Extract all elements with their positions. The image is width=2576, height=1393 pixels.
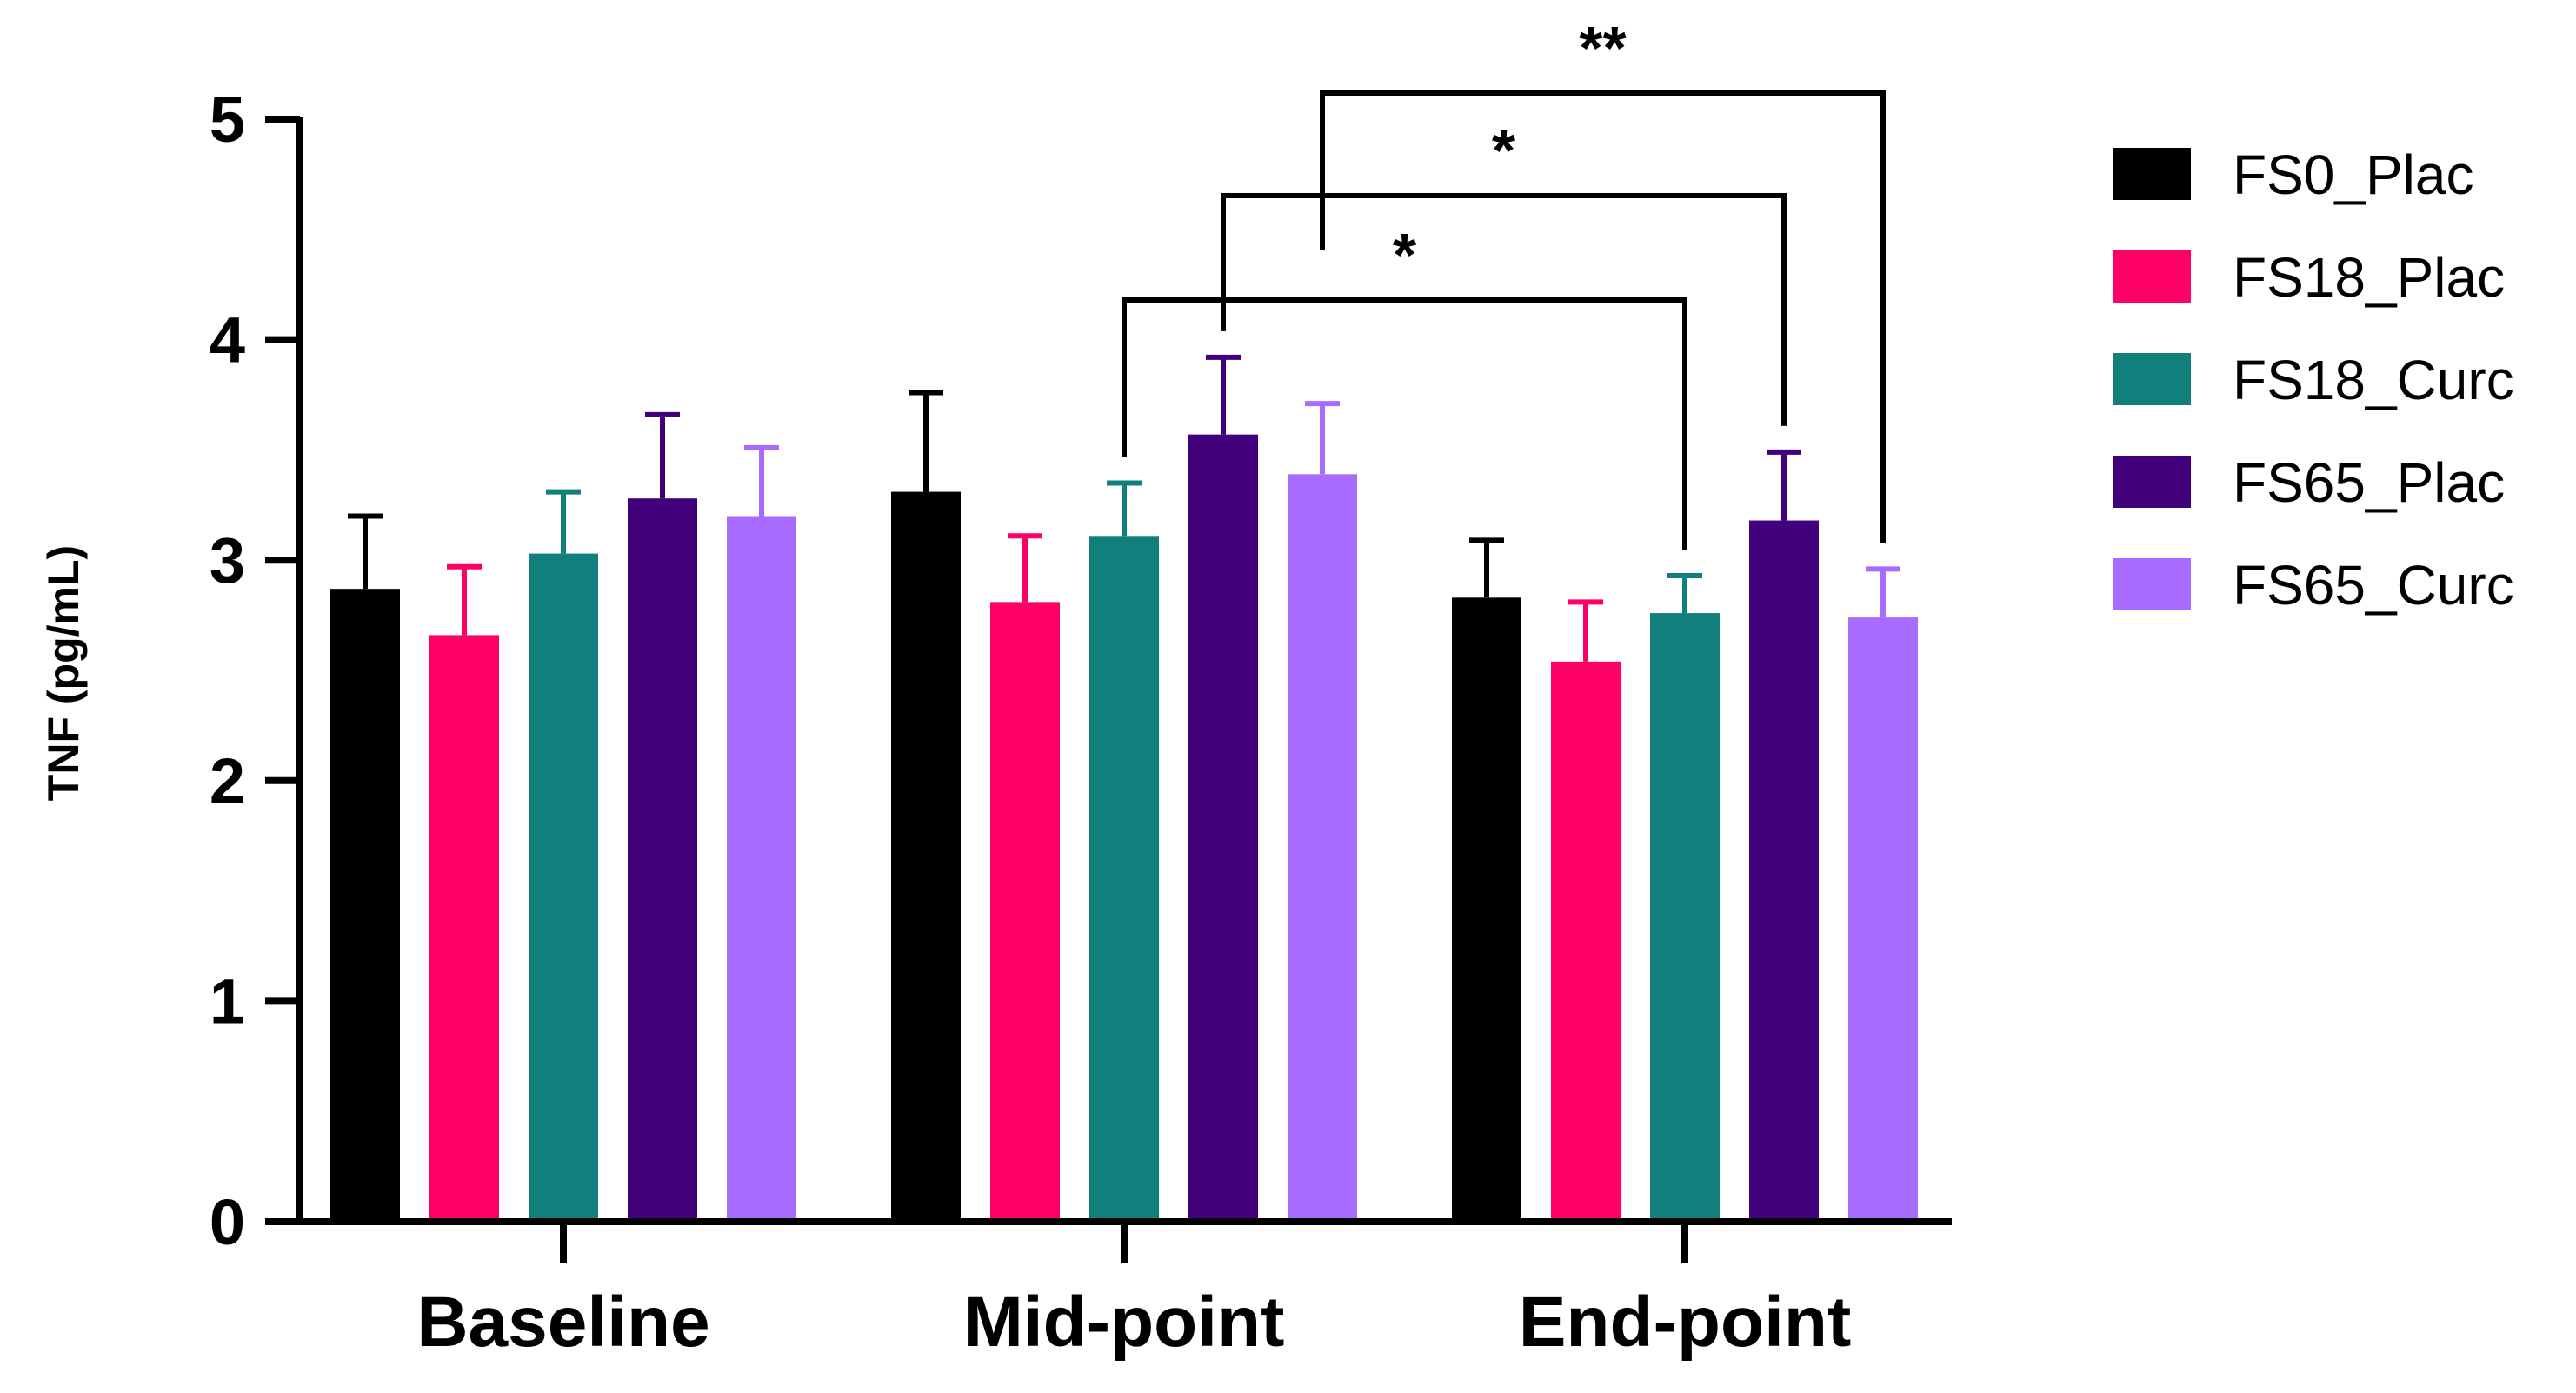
- bar-fs65-curc-mid-point: [1288, 474, 1357, 1222]
- legend-swatch-fs65-plac: [2113, 456, 2191, 508]
- bar-fs0-plac-end-point: [1452, 597, 1521, 1222]
- bar-fs18-plac-mid-point: [990, 602, 1060, 1222]
- bar-fs65-plac-mid-point: [1188, 434, 1258, 1222]
- legend-swatch-fs0-plac: [2113, 148, 2191, 200]
- legend-swatch-fs18-plac: [2113, 250, 2191, 303]
- bar-fs65-curc-end-point: [1848, 617, 1918, 1222]
- x-tick-label-baseline: Baseline: [416, 1283, 709, 1362]
- y-tick-label-3: 3: [210, 524, 245, 597]
- bar-fs65-plac-baseline: [628, 498, 697, 1222]
- error-bars-layer: [348, 354, 1900, 662]
- significance-layer: ****: [1122, 14, 1886, 550]
- bar-fs18-curc-baseline: [529, 553, 598, 1222]
- bar-fs65-curc-baseline: [727, 516, 796, 1222]
- bar-fs0-plac-baseline: [330, 589, 400, 1222]
- y-tick-label-5: 5: [210, 83, 245, 156]
- significance-label-1: *: [1393, 221, 1417, 289]
- y-tick-label-1: 1: [210, 965, 245, 1037]
- bar-fs18-curc-mid-point: [1089, 536, 1159, 1222]
- legend-label-fs65-curc: FS65_Curc: [2233, 554, 2514, 617]
- legend-swatch-fs18-curc: [2113, 353, 2191, 405]
- significance-bracket-3: [1320, 90, 1886, 543]
- legend-label-fs18-plac: FS18_Plac: [2233, 246, 2505, 309]
- significance-bracket-1: [1122, 297, 1687, 550]
- legend-label-fs18-curc: FS18_Curc: [2233, 349, 2514, 411]
- y-tick-label-2: 2: [210, 745, 245, 817]
- bar-fs18-curc-end-point: [1650, 613, 1720, 1222]
- legend: FS0_Plac FS18_Plac FS18_Curc FS65_Plac FS65_…: [2113, 143, 2514, 617]
- bars-layer: [330, 434, 1918, 1222]
- legend-label-fs65-plac: FS65_Plac: [2233, 451, 2505, 514]
- x-tick-label-end-point: End-point: [1519, 1283, 1852, 1362]
- legend-swatch-fs65-curc: [2113, 558, 2191, 610]
- legend-label-fs0-plac: FS0_Plac: [2233, 143, 2473, 206]
- significance-label-2: *: [1492, 117, 1516, 184]
- bar-fs18-plac-baseline: [429, 635, 499, 1222]
- significance-label-3: **: [1579, 14, 1627, 82]
- bar-fs65-plac-end-point: [1749, 520, 1819, 1222]
- y-axis-title: TNF (pg/mL): [39, 545, 88, 801]
- significance-bracket-2: [1221, 193, 1787, 426]
- y-tick-label-0: 0: [210, 1186, 245, 1258]
- y-tick-label-4: 4: [210, 304, 245, 377]
- x-tick-label-mid-point: Mid-point: [964, 1283, 1285, 1362]
- axes-layer: 0 1 2 3 4 5 Baseline Mid-point End-point: [210, 83, 1952, 1362]
- bar-fs18-plac-end-point: [1551, 661, 1621, 1222]
- bar-fs0-plac-mid-point: [891, 491, 961, 1222]
